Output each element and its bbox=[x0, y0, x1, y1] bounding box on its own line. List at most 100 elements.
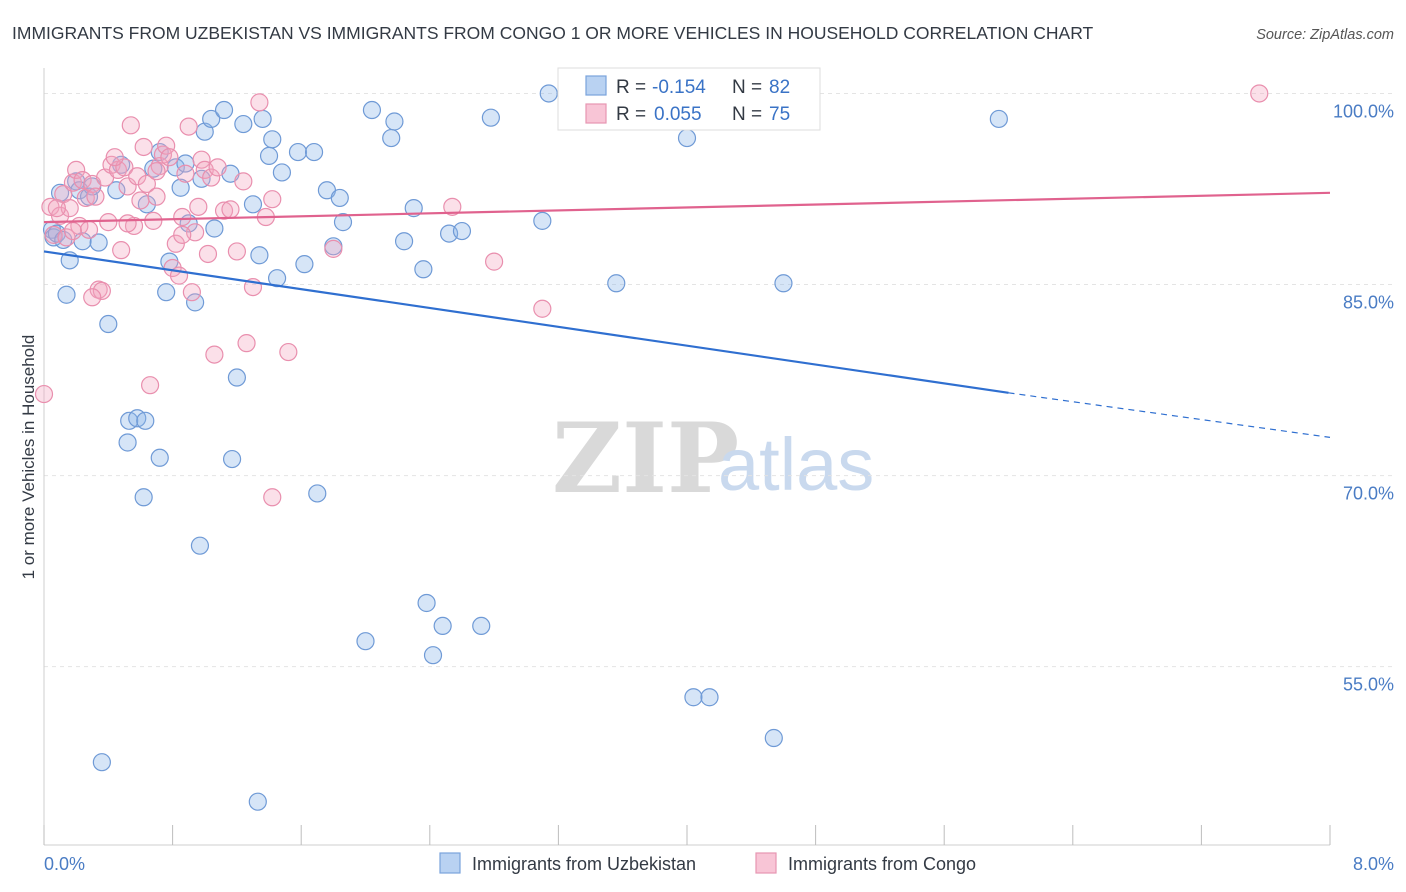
point-uzbekistan bbox=[414, 260, 433, 279]
point-congo bbox=[105, 148, 124, 167]
axes bbox=[43, 68, 1331, 846]
watermark-zip: ZIP bbox=[552, 402, 739, 515]
point-congo bbox=[1250, 84, 1269, 103]
point-uzbekistan bbox=[417, 593, 436, 613]
point-congo bbox=[121, 116, 140, 135]
point-congo bbox=[533, 299, 552, 318]
stats-n-value-uzbekistan: 82 bbox=[769, 77, 790, 98]
y-tick-labels: 100.0% 85.0% 70.0% 55.0% bbox=[1333, 101, 1394, 694]
point-uzbekistan bbox=[382, 128, 401, 148]
point-uzbekistan bbox=[607, 274, 626, 293]
point-congo bbox=[79, 220, 99, 239]
point-congo bbox=[99, 213, 118, 232]
point-congo bbox=[485, 252, 504, 271]
point-congo bbox=[134, 137, 153, 157]
point-uzbekistan bbox=[171, 178, 190, 197]
point-congo bbox=[147, 187, 166, 206]
stats-r-label-uzbekistan: R = bbox=[616, 77, 646, 98]
point-uzbekistan bbox=[253, 109, 272, 129]
point-uzbekistan bbox=[150, 448, 169, 467]
point-congo bbox=[131, 191, 150, 210]
trend-line-uzbekistan-extension bbox=[1008, 392, 1331, 438]
point-congo bbox=[237, 334, 256, 353]
point-uzbekistan bbox=[394, 232, 414, 251]
stats-legend-swatch-congo bbox=[585, 103, 607, 124]
point-uzbekistan bbox=[166, 158, 185, 177]
point-congo bbox=[179, 117, 198, 136]
stats-n-label-uzbekistan: N = bbox=[732, 77, 762, 98]
point-uzbekistan bbox=[481, 108, 500, 127]
point-uzbekistan bbox=[92, 753, 111, 772]
point-uzbekistan bbox=[404, 199, 423, 218]
point-uzbekistan bbox=[234, 114, 253, 134]
point-uzbekistan bbox=[157, 283, 176, 302]
trend-line-congo bbox=[43, 191, 1331, 224]
point-congo bbox=[443, 197, 462, 216]
point-congo bbox=[34, 384, 54, 404]
point-congo bbox=[47, 199, 66, 218]
legend-label-uzbekistan: Immigrants from Uzbekistan bbox=[472, 854, 696, 874]
point-congo bbox=[234, 172, 253, 191]
stats-r-label-congo: R = bbox=[616, 104, 646, 125]
point-congo bbox=[208, 158, 227, 177]
point-congo bbox=[227, 242, 246, 261]
point-uzbekistan bbox=[186, 293, 205, 312]
series-legend: Immigrants from Uzbekistan Immigrants fr… bbox=[439, 852, 976, 874]
point-uzbekistan bbox=[202, 109, 221, 129]
point-uzbekistan bbox=[107, 181, 126, 200]
point-congo bbox=[140, 376, 160, 395]
point-uzbekistan bbox=[989, 109, 1008, 129]
chart-source: Source: ZipAtlas.com bbox=[1256, 27, 1394, 43]
y-axis-label: 1 or more Vehicles in Household bbox=[19, 335, 38, 580]
stats-n-value-congo: 75 bbox=[769, 104, 790, 125]
watermark-atlas: atlas bbox=[718, 423, 874, 506]
point-uzbekistan bbox=[423, 646, 443, 665]
point-uzbekistan bbox=[288, 142, 308, 162]
point-congo bbox=[182, 283, 201, 302]
legend-label-congo: Immigrants from Congo bbox=[788, 854, 976, 874]
point-uzbekistan bbox=[333, 213, 353, 232]
point-congo bbox=[189, 197, 208, 216]
point-congo bbox=[83, 288, 102, 307]
point-congo bbox=[192, 150, 211, 169]
point-uzbekistan bbox=[259, 146, 279, 165]
point-congo bbox=[137, 174, 156, 194]
point-congo bbox=[214, 201, 234, 220]
point-congo bbox=[157, 136, 176, 155]
point-uzbekistan bbox=[136, 411, 155, 430]
point-uzbekistan bbox=[764, 728, 783, 748]
point-congo bbox=[67, 160, 86, 180]
point-uzbekistan bbox=[677, 128, 697, 148]
point-congo bbox=[263, 488, 282, 507]
point-congo bbox=[176, 164, 195, 183]
point-congo bbox=[198, 244, 218, 264]
point-uzbekistan bbox=[362, 100, 382, 120]
y-tick-label: 100.0% bbox=[1333, 101, 1394, 121]
point-congo bbox=[202, 168, 221, 187]
point-uzbekistan bbox=[304, 142, 324, 162]
point-congo bbox=[324, 239, 343, 258]
trend-lines bbox=[43, 191, 1331, 438]
point-uzbekistan bbox=[112, 155, 131, 174]
y-tick-label: 55.0% bbox=[1343, 675, 1394, 695]
point-uzbekistan bbox=[243, 195, 263, 214]
point-uzbekistan bbox=[222, 449, 242, 469]
chart-title: IMMIGRANTS FROM UZBEKISTAN VS IMMIGRANTS… bbox=[12, 23, 1094, 43]
point-uzbekistan bbox=[57, 285, 76, 304]
point-uzbekistan bbox=[539, 84, 558, 103]
point-uzbekistan bbox=[248, 792, 267, 811]
point-congo bbox=[92, 281, 111, 301]
stats-r-value-congo: 0.055 bbox=[654, 104, 702, 125]
point-uzbekistan bbox=[190, 536, 210, 555]
point-congo bbox=[279, 342, 298, 362]
point-uzbekistan bbox=[684, 688, 703, 707]
legend-swatch-congo bbox=[755, 852, 777, 874]
point-uzbekistan bbox=[385, 112, 404, 131]
point-uzbekistan bbox=[533, 211, 552, 230]
point-uzbekistan bbox=[89, 233, 108, 252]
point-congo bbox=[205, 345, 224, 364]
point-congo bbox=[112, 241, 131, 260]
point-congo bbox=[147, 162, 166, 181]
point-congo bbox=[250, 93, 269, 112]
point-congo bbox=[86, 187, 105, 206]
